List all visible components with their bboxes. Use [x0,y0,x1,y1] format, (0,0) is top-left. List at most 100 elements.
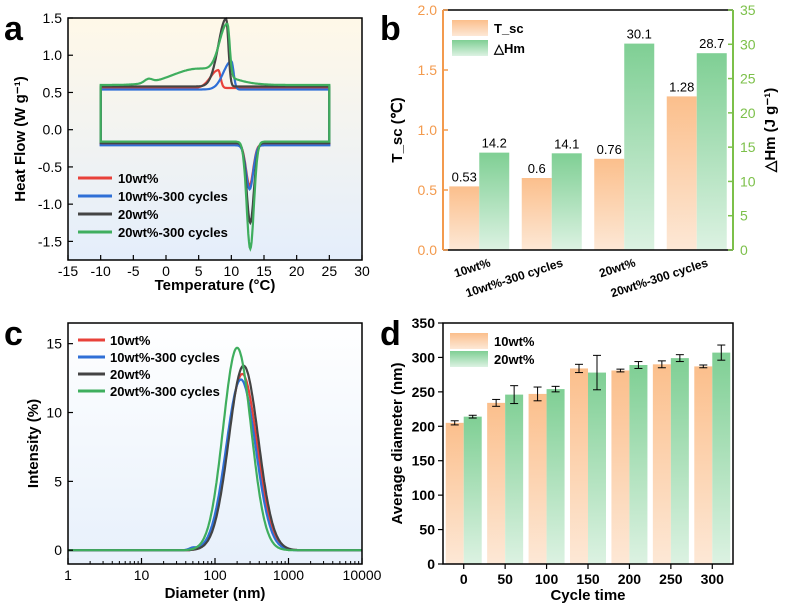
panel-d-diameter-chart: 0 50 100 150 200 250 300 0 50 100 150 200 250 300 350 C… [380,315,734,604]
legend-entry: 20wt% [110,367,151,382]
panel-label: d [380,315,401,353]
y2-tick-label: 0 [740,242,748,258]
x-tick-label: 100 [535,571,559,587]
legend-swatch-10wt [450,333,488,349]
y2-tick-label: 20 [740,105,756,121]
legend-swatch-20wt [450,351,488,367]
y2-tick-label: 10 [740,173,756,189]
x-tick-label: 1 [64,567,72,583]
y-tick-label: 15 [46,336,62,352]
bar-20wt [712,352,731,564]
dsc-curve-20wt% [99,17,331,226]
legend-entry: 20wt% [118,207,159,222]
bar-dhm [696,53,727,251]
y-axis-label: Heat Flow (W g⁻¹) [12,76,29,201]
x-axis-label: Cycle time [550,587,625,604]
legend-entry: 10wt%-300 cycles [118,189,228,204]
x-tick-label: 50 [497,571,513,587]
y-tick-label: 1.5 [43,10,63,26]
data-label-dhm: 30.1 [627,27,652,42]
y-tick-label: 2.0 [418,2,438,18]
y-axis-label: Intensity (%) [25,399,42,488]
y-tick-label: 50 [419,522,435,538]
x-tick-label: 10 [134,567,150,583]
y-tick-label: 0 [427,556,435,572]
legend-entry: 10wt% [110,333,151,348]
bar-dhm [479,152,510,250]
bar-tsc [521,178,552,250]
legend-entry: 10wt%-300 cycles [110,350,220,365]
y-tick-label: 0.5 [43,84,63,100]
y-tick-label: 5 [54,473,62,489]
x-tick-label: 0 [162,263,170,279]
bar-20wt [588,372,606,564]
bar-tsc [594,158,625,250]
x-tick-label: 10 [224,263,240,279]
y2-tick-label: 25 [740,71,756,87]
bar-10wt [611,370,630,564]
panel-label: a [4,10,24,48]
x-tick-label: 150 [576,571,600,587]
x-tick-label: 300 [701,571,725,587]
legend-entry: 20wt%-300 cycles [118,225,228,240]
y2-axis-label: △Hm (J g⁻¹) [762,88,779,173]
x-tick-label: -5 [127,263,140,279]
y-axis-label: Average diameter (nm) [389,362,406,524]
y-tick-label: 0 [54,542,62,558]
x-tick-label: 5 [195,263,203,279]
y-tick-label: -1.0 [38,196,62,212]
y-tick-label: 200 [412,418,436,434]
bar-10wt [528,393,547,564]
y-tick-label: -1.5 [38,233,62,249]
x-tick-label: 100 [203,567,227,583]
plot-frame [442,322,734,565]
bar-20wt [629,365,648,564]
plot-frame [67,17,363,261]
x-tick-label: 20wt% [597,255,637,280]
y-tick-label: 0.0 [43,122,63,138]
legend-swatch-dhm [452,40,488,56]
panel-label: b [380,10,401,48]
bar-20wt [463,416,482,564]
x-tick-label: 20 [289,263,305,279]
bar-20wt [670,358,689,564]
panel-label: c [4,315,23,353]
bar-dhm [551,153,582,250]
x-tick-label: 250 [659,571,683,587]
legend-entry: 10wt% [118,171,159,186]
data-label-dhm: 28.7 [699,36,724,51]
y2-tick-label: 30 [740,36,756,52]
y-tick-label: 250 [412,384,436,400]
x-tick-label: 0 [460,571,468,587]
dls-curve-20wt%-300 cycles [68,346,362,552]
panel-a-dsc-chart: -15 -10 -5 0 5 10 15 20 25 30 -1.5 -1.0 -0.5 0.0 0.5 1.… [4,10,370,294]
x-tick-label: 10000 [343,567,382,583]
y-tick-label: 150 [412,453,436,469]
legend-entry: 10wt% [494,334,535,349]
y-tick-label: 10 [46,405,62,421]
data-label-dhm: 14.2 [482,136,507,151]
bar-10wt [694,366,713,564]
y-tick-label: 1.0 [418,122,438,138]
legend-entry: T_sc [494,21,524,36]
data-label-tsc: 0.76 [597,142,622,157]
y-tick-label: 1.0 [43,47,63,63]
dsc-curve-20wt%-300 cycles [99,22,331,252]
y2-tick-label: 5 [740,208,748,224]
x-axis-label: Diameter (nm) [165,585,266,602]
dsc-curve-10wt%-300 cycles [99,59,331,192]
x-tick-label: 1000 [273,567,304,583]
legend-swatch-tsc [452,20,488,36]
bar-10wt [487,402,506,564]
y2-tick-label: 15 [740,139,756,155]
bar-20wt [505,394,524,564]
y-axis-label: T_sc (℃) [389,97,406,162]
data-label-tsc: 0.53 [452,169,477,184]
legend-entry: △Hm [493,41,525,56]
y-tick-label: 300 [412,349,436,365]
x-tick-label: 200 [618,571,642,587]
x-tick-label: 30 [354,263,370,279]
x-tick-label: -10 [91,263,111,279]
